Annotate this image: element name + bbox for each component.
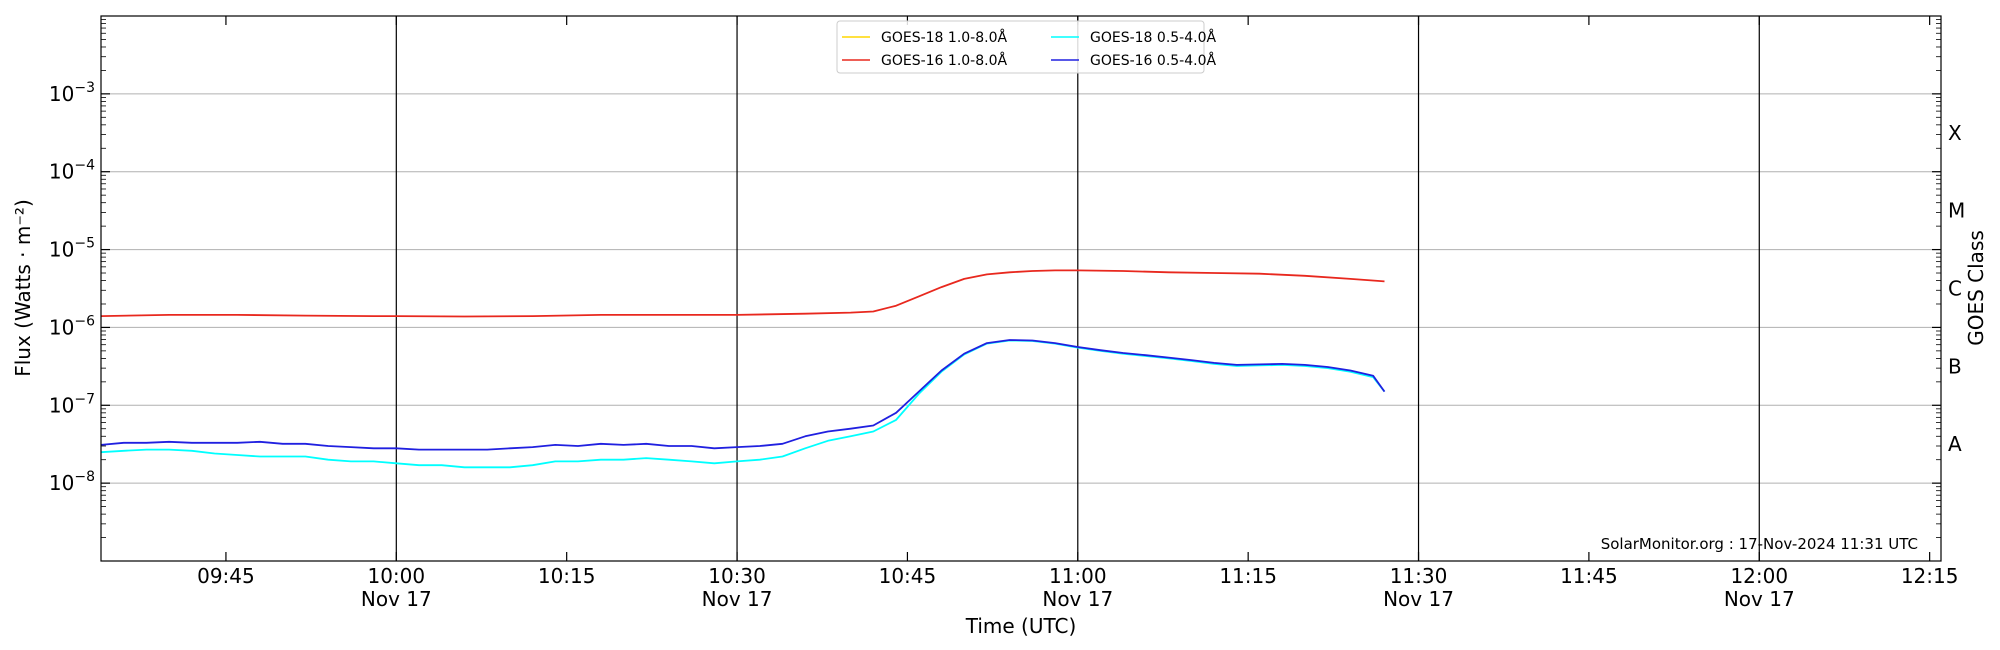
x-tick-label-3: 10:30	[708, 564, 766, 588]
y-tick-label-2: 10−6	[49, 313, 95, 339]
goes-class-label-m: M	[1948, 199, 1965, 223]
x-axis-label: Time (UTC)	[965, 614, 1077, 638]
legend-label-goes16-short: GOES-16 0.5-4.0Å	[1090, 52, 1216, 69]
x-tick-date-5: Nov 17	[1042, 587, 1113, 611]
y2-axis-label: GOES Class	[1964, 230, 1988, 346]
legend-label-goes18-long: GOES-18 1.0-8.0Å	[881, 29, 1007, 46]
goes-class-axis: A B C M X	[1948, 121, 1965, 456]
legend-label-goes18-short: GOES-18 0.5-4.0Å	[1090, 29, 1216, 46]
y-tick-label-4: 10−4	[49, 158, 95, 184]
x-tick-label-9: 12:00	[1730, 564, 1788, 588]
x-tick-label-10: 12:15	[1901, 564, 1959, 588]
x-tick-label-5: 11:00	[1049, 564, 1107, 588]
legend: GOES-18 1.0-8.0Å GOES-16 1.0-8.0Å GOES-1…	[836, 20, 1216, 74]
x-tick-label-4: 10:45	[879, 564, 937, 588]
x-tick-label-1: 10:00	[367, 564, 425, 588]
x-tick-label-2: 10:15	[538, 564, 596, 588]
y-tick-label-0: 10−8	[49, 469, 95, 495]
x-tick-date-1: Nov 17	[361, 587, 432, 611]
y-tick-label-3: 10−5	[49, 236, 95, 262]
goes-class-label-c: C	[1948, 277, 1962, 301]
x-tick-date-3: Nov 17	[702, 587, 773, 611]
y-tick-label-5: 10−3	[49, 80, 95, 106]
x-tick-label-8: 11:45	[1560, 564, 1618, 588]
goes-class-label-x: X	[1948, 121, 1962, 145]
goes-class-label-a: A	[1948, 432, 1962, 456]
x-tick-label-7: 11:30	[1390, 564, 1448, 588]
series-layer	[100, 269, 1386, 469]
goes-class-label-b: B	[1948, 354, 1962, 378]
x-tick-label-0: 09:45	[197, 564, 255, 588]
y-axis-ticks: 10−8 10−7 10−6 10−5 10−4 10−3	[49, 19, 1941, 538]
x-tick-date-9: Nov 17	[1724, 587, 1795, 611]
vline-layer	[395, 16, 1760, 561]
series-line-2	[100, 269, 1385, 318]
x-tick-date-7: Nov 17	[1383, 587, 1454, 611]
series-line-3	[100, 339, 1386, 451]
credit-text: SolarMonitor.org : 17-Nov-2024 11:31 UTC	[1601, 535, 1918, 553]
legend-label-goes16-long: GOES-16 1.0-8.0Å	[881, 52, 1007, 69]
y-axis-label: Flux (Watts · m⁻²)	[11, 199, 35, 377]
y-tick-label-1: 10−7	[49, 391, 95, 417]
legend-box	[836, 20, 1205, 74]
x-tick-label-6: 11:15	[1219, 564, 1277, 588]
plot-frame	[100, 15, 1942, 562]
grid-layer	[101, 93, 1941, 484]
